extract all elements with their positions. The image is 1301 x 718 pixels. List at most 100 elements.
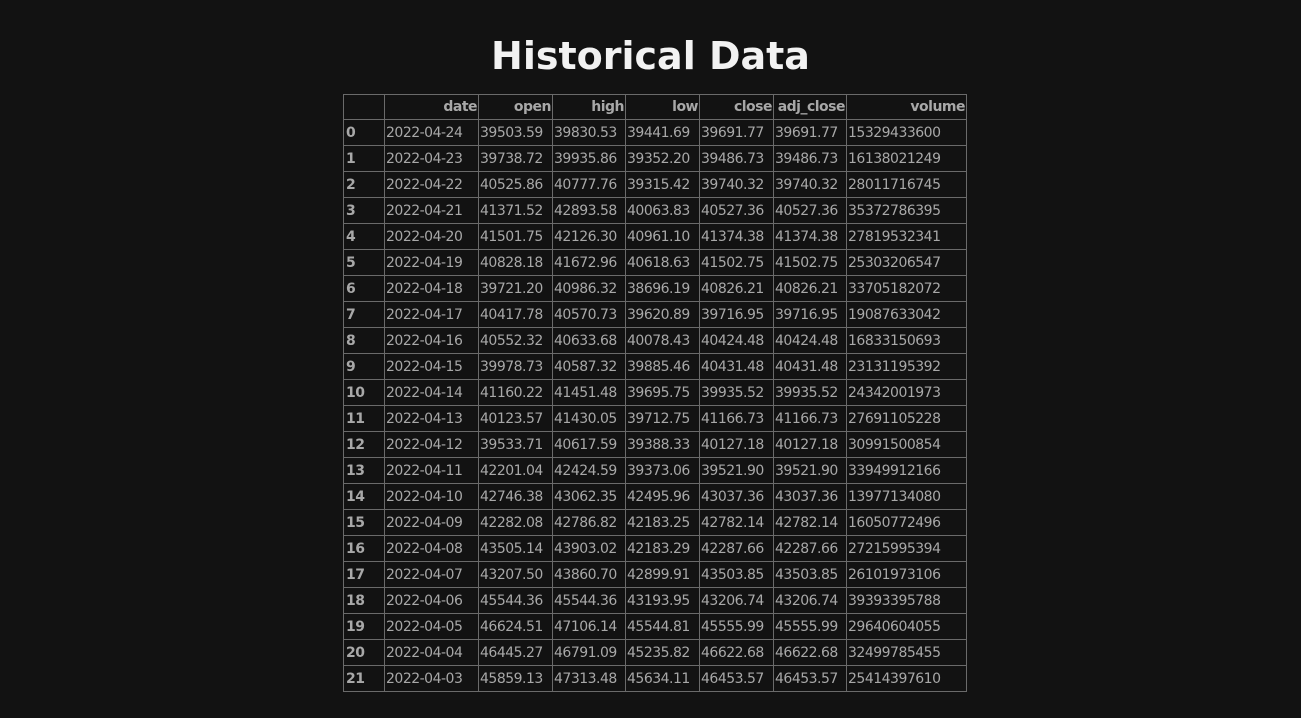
row-index: 12 [343, 431, 385, 458]
cell-volume: 16833150693 [846, 327, 967, 354]
cell-low: 45634.11 [625, 665, 700, 692]
cell-close: 39521.90 [699, 457, 774, 484]
cell-low: 39695.75 [625, 379, 700, 406]
cell-adj-close: 43503.85 [773, 561, 847, 588]
cell-volume: 13977134080 [846, 483, 967, 510]
cell-low: 39885.46 [625, 353, 700, 380]
cell-date: 2022-04-16 [384, 327, 479, 354]
cell-low: 39712.75 [625, 405, 700, 432]
cell-close: 39935.52 [699, 379, 774, 406]
row-index: 10 [343, 379, 385, 406]
cell-low: 45235.82 [625, 639, 700, 666]
cell-volume: 27691105228 [846, 405, 967, 432]
cell-adj-close: 41166.73 [773, 405, 847, 432]
cell-close: 41374.38 [699, 223, 774, 250]
cell-adj-close: 41502.75 [773, 249, 847, 276]
cell-adj-close: 40826.21 [773, 275, 847, 302]
row-index: 16 [343, 535, 385, 562]
cell-close: 43206.74 [699, 587, 774, 614]
cell-high: 43062.35 [552, 483, 626, 510]
cell-high: 42126.30 [552, 223, 626, 250]
cell-close: 46453.57 [699, 665, 774, 692]
cell-high: 40777.76 [552, 171, 626, 198]
row-index: 21 [343, 665, 385, 692]
row-index: 3 [343, 197, 385, 224]
cell-high: 47313.48 [552, 665, 626, 692]
cell-date: 2022-04-22 [384, 171, 479, 198]
cell-adj-close: 46453.57 [773, 665, 847, 692]
cell-volume: 26101973106 [846, 561, 967, 588]
column-header-index [343, 94, 385, 120]
cell-high: 39935.86 [552, 145, 626, 172]
cell-high: 42786.82 [552, 509, 626, 536]
table-row: 2 2022-04-22 40525.86 40777.76 39315.42 39740… [343, 171, 967, 198]
cell-date: 2022-04-03 [384, 665, 479, 692]
cell-high: 41672.96 [552, 249, 626, 276]
cell-date: 2022-04-24 [384, 119, 479, 146]
cell-high: 40617.59 [552, 431, 626, 458]
table-row: 6 2022-04-18 39721.20 40986.32 38696.19 40826… [343, 275, 967, 302]
row-index: 4 [343, 223, 385, 250]
cell-open: 40828.18 [478, 249, 553, 276]
cell-high: 40633.68 [552, 327, 626, 354]
cell-close: 39716.95 [699, 301, 774, 328]
cell-adj-close: 39935.52 [773, 379, 847, 406]
cell-adj-close: 46622.68 [773, 639, 847, 666]
table-header-row: date open high low close adj_close volume [343, 94, 967, 120]
cell-open: 45544.36 [478, 587, 553, 614]
cell-date: 2022-04-19 [384, 249, 479, 276]
cell-volume: 32499785455 [846, 639, 967, 666]
column-header-adj-close: adj_close [773, 94, 847, 120]
cell-volume: 15329433600 [846, 119, 967, 146]
cell-adj-close: 39486.73 [773, 145, 847, 172]
cell-adj-close: 41374.38 [773, 223, 847, 250]
table-row: 7 2022-04-17 40417.78 40570.73 39620.89 39716… [343, 301, 967, 328]
cell-close: 39691.77 [699, 119, 774, 146]
row-index: 2 [343, 171, 385, 198]
cell-date: 2022-04-06 [384, 587, 479, 614]
cell-volume: 30991500854 [846, 431, 967, 458]
page-title: Historical Data [491, 34, 810, 78]
cell-high: 46791.09 [552, 639, 626, 666]
cell-volume: 29640604055 [846, 613, 967, 640]
cell-low: 42183.25 [625, 509, 700, 536]
column-header-volume: volume [846, 94, 967, 120]
cell-date: 2022-04-05 [384, 613, 479, 640]
cell-open: 45859.13 [478, 665, 553, 692]
cell-date: 2022-04-09 [384, 509, 479, 536]
cell-date: 2022-04-23 [384, 145, 479, 172]
table-row: 10 2022-04-14 41160.22 41451.48 39695.75 3993… [343, 379, 967, 406]
cell-close: 39486.73 [699, 145, 774, 172]
cell-volume: 23131195392 [846, 353, 967, 380]
cell-volume: 16050772496 [846, 509, 967, 536]
row-index: 14 [343, 483, 385, 510]
row-index: 17 [343, 561, 385, 588]
cell-date: 2022-04-12 [384, 431, 479, 458]
cell-adj-close: 39691.77 [773, 119, 847, 146]
cell-volume: 27819532341 [846, 223, 967, 250]
cell-adj-close: 40431.48 [773, 353, 847, 380]
cell-high: 43903.02 [552, 535, 626, 562]
row-index: 9 [343, 353, 385, 380]
table-row: 9 2022-04-15 39978.73 40587.32 39885.46 40431… [343, 353, 967, 380]
cell-volume: 28011716745 [846, 171, 967, 198]
cell-volume: 33705182072 [846, 275, 967, 302]
cell-close: 46622.68 [699, 639, 774, 666]
cell-adj-close: 39521.90 [773, 457, 847, 484]
table-row: 18 2022-04-06 45544.36 45544.36 43193.95 4320… [343, 587, 967, 614]
cell-low: 40961.10 [625, 223, 700, 250]
cell-volume: 16138021249 [846, 145, 967, 172]
historical-data-table: date open high low close adj_close volume 0 202… [343, 94, 967, 692]
cell-date: 2022-04-07 [384, 561, 479, 588]
cell-date: 2022-04-10 [384, 483, 479, 510]
cell-high: 39830.53 [552, 119, 626, 146]
cell-high: 41430.05 [552, 405, 626, 432]
cell-open: 39533.71 [478, 431, 553, 458]
cell-close: 43503.85 [699, 561, 774, 588]
cell-adj-close: 40127.18 [773, 431, 847, 458]
cell-high: 41451.48 [552, 379, 626, 406]
cell-close: 42782.14 [699, 509, 774, 536]
cell-close: 40431.48 [699, 353, 774, 380]
cell-date: 2022-04-04 [384, 639, 479, 666]
table-row: 20 2022-04-04 46445.27 46791.09 45235.82 4662… [343, 639, 967, 666]
